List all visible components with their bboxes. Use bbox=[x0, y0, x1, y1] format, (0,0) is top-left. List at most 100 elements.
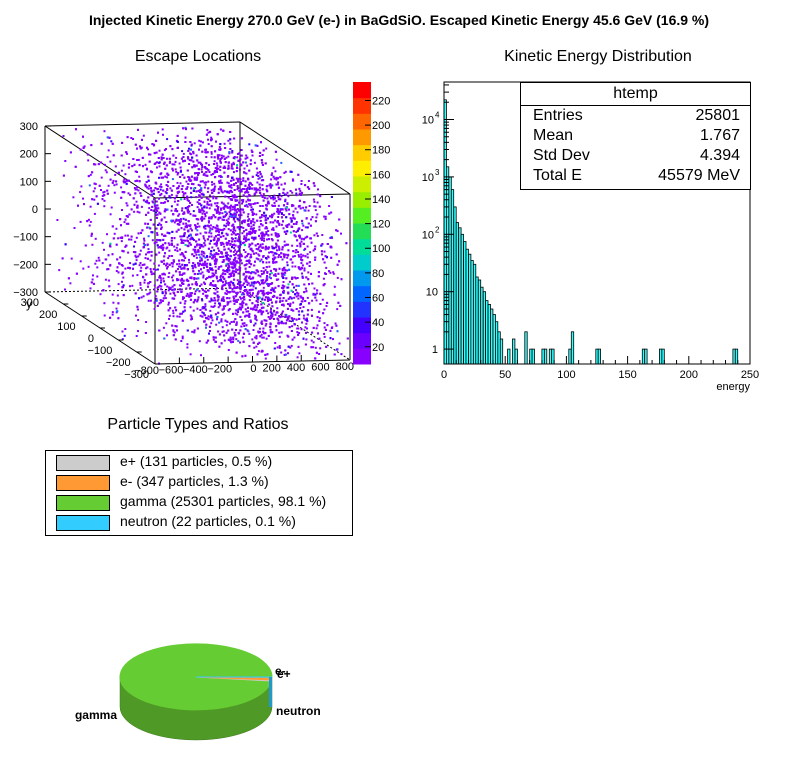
scatter-point bbox=[224, 204, 227, 207]
scatter-point bbox=[259, 237, 262, 240]
scatter-point bbox=[249, 284, 252, 287]
scatter-point bbox=[237, 282, 239, 285]
scatter-point bbox=[283, 253, 286, 256]
scatter-point bbox=[188, 295, 191, 298]
scatter-point bbox=[240, 293, 243, 296]
scatter-point bbox=[248, 276, 250, 279]
scatter-point bbox=[200, 250, 203, 253]
scatter-point bbox=[260, 250, 262, 253]
scatter-point bbox=[324, 215, 327, 218]
scatter-point bbox=[244, 264, 247, 266]
scatter-point bbox=[246, 314, 249, 317]
scatter-point bbox=[191, 127, 194, 130]
scatter-point bbox=[182, 156, 185, 158]
scatter-point bbox=[221, 191, 224, 194]
scatter-point bbox=[195, 277, 198, 280]
scatter-point bbox=[306, 320, 309, 323]
scatter-point bbox=[257, 350, 260, 353]
scatter-point bbox=[112, 301, 115, 304]
scatter-point bbox=[212, 336, 215, 339]
scatter-point bbox=[210, 204, 213, 207]
scatter-point bbox=[296, 211, 299, 214]
scatter-point bbox=[206, 201, 209, 203]
scatter-point bbox=[324, 255, 327, 258]
scatter-point bbox=[242, 311, 245, 314]
scatter-point bbox=[240, 319, 243, 322]
scatter-point bbox=[231, 266, 234, 269]
scatter-point bbox=[156, 238, 158, 241]
scatter-point bbox=[255, 252, 258, 255]
scatter-point bbox=[267, 217, 269, 220]
scatter-point bbox=[282, 322, 285, 325]
scatter-point bbox=[295, 295, 298, 298]
scatter-point bbox=[330, 196, 333, 198]
scatter-point bbox=[279, 293, 282, 296]
scatter-point bbox=[134, 292, 137, 295]
scatter-point bbox=[249, 277, 252, 280]
scatter-point bbox=[207, 270, 210, 273]
scatter-point bbox=[135, 188, 138, 191]
scatter-point bbox=[311, 299, 314, 302]
scatter-point bbox=[245, 190, 248, 193]
scatter-point bbox=[251, 154, 254, 157]
scatter-point bbox=[272, 205, 275, 207]
scatter-point bbox=[230, 179, 233, 182]
scatter-point bbox=[97, 163, 100, 166]
scatter-point bbox=[231, 208, 234, 211]
scatter-point bbox=[303, 201, 306, 204]
scatter-point bbox=[191, 317, 193, 320]
scatter-point bbox=[95, 195, 98, 198]
scatter-point bbox=[174, 168, 177, 171]
scatter-point bbox=[239, 284, 242, 287]
scatter-point bbox=[206, 167, 209, 170]
scatter-point bbox=[192, 239, 195, 241]
scatter-point bbox=[231, 167, 234, 170]
scatter-point bbox=[239, 315, 242, 318]
scatter-point bbox=[214, 261, 217, 264]
scatter-point bbox=[154, 187, 157, 190]
scatter-point bbox=[74, 165, 77, 168]
scatter-point bbox=[89, 287, 92, 290]
scatter-point bbox=[270, 288, 273, 291]
scatter-point bbox=[189, 298, 192, 301]
scatter-point bbox=[200, 193, 203, 196]
scatter-point bbox=[100, 142, 103, 145]
scatter-point bbox=[181, 312, 183, 315]
scatter-point bbox=[253, 161, 256, 164]
scatter-point bbox=[295, 192, 298, 195]
scatter-point bbox=[241, 222, 243, 225]
scatter-point bbox=[192, 214, 195, 217]
scatter-point bbox=[320, 244, 323, 247]
scatter-point bbox=[77, 204, 79, 207]
scatter-point bbox=[209, 309, 212, 312]
scatter-point bbox=[234, 295, 237, 298]
scatter-point bbox=[290, 289, 293, 292]
scatter-point bbox=[265, 277, 268, 280]
scatter-point bbox=[260, 238, 263, 241]
scatter-point bbox=[150, 250, 153, 253]
scatter-point bbox=[154, 204, 156, 207]
scatter-point bbox=[188, 159, 191, 162]
scatter-point bbox=[172, 259, 175, 262]
scatter-point bbox=[195, 172, 198, 174]
scatter-point bbox=[210, 152, 213, 155]
scatter-point bbox=[158, 165, 161, 168]
scatter-point bbox=[255, 300, 258, 302]
scatter-point bbox=[237, 187, 240, 190]
scatter-point bbox=[183, 266, 186, 269]
scatter-point bbox=[251, 151, 254, 153]
scatter-point bbox=[121, 209, 123, 211]
scatter-point bbox=[199, 211, 202, 214]
scatter-point bbox=[219, 169, 222, 172]
scatter-point bbox=[264, 353, 267, 356]
scatter-point bbox=[273, 194, 276, 197]
scatter-point bbox=[197, 277, 200, 280]
scatter-point bbox=[127, 222, 130, 225]
scatter-point bbox=[303, 238, 305, 241]
scatter-point bbox=[244, 267, 247, 270]
scatter-point bbox=[107, 254, 110, 257]
scatter-point bbox=[233, 240, 236, 243]
scatter-point bbox=[206, 255, 208, 258]
scatter-point bbox=[158, 246, 161, 249]
scatter-point bbox=[111, 253, 114, 256]
